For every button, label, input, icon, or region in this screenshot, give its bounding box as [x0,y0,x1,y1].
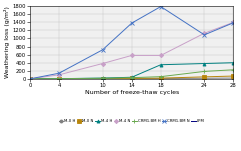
Legend: M-0 H, M-0 N, M-4 H, M-4 N, CRM1-BM H, CRM1-BM N, LPM: M-0 H, M-0 N, M-4 H, M-4 N, CRM1-BM H, C… [58,119,206,124]
Y-axis label: Weathering loss (g/m²): Weathering loss (g/m²) [4,7,10,79]
X-axis label: Number of freeze-thaw cycles: Number of freeze-thaw cycles [85,90,179,95]
